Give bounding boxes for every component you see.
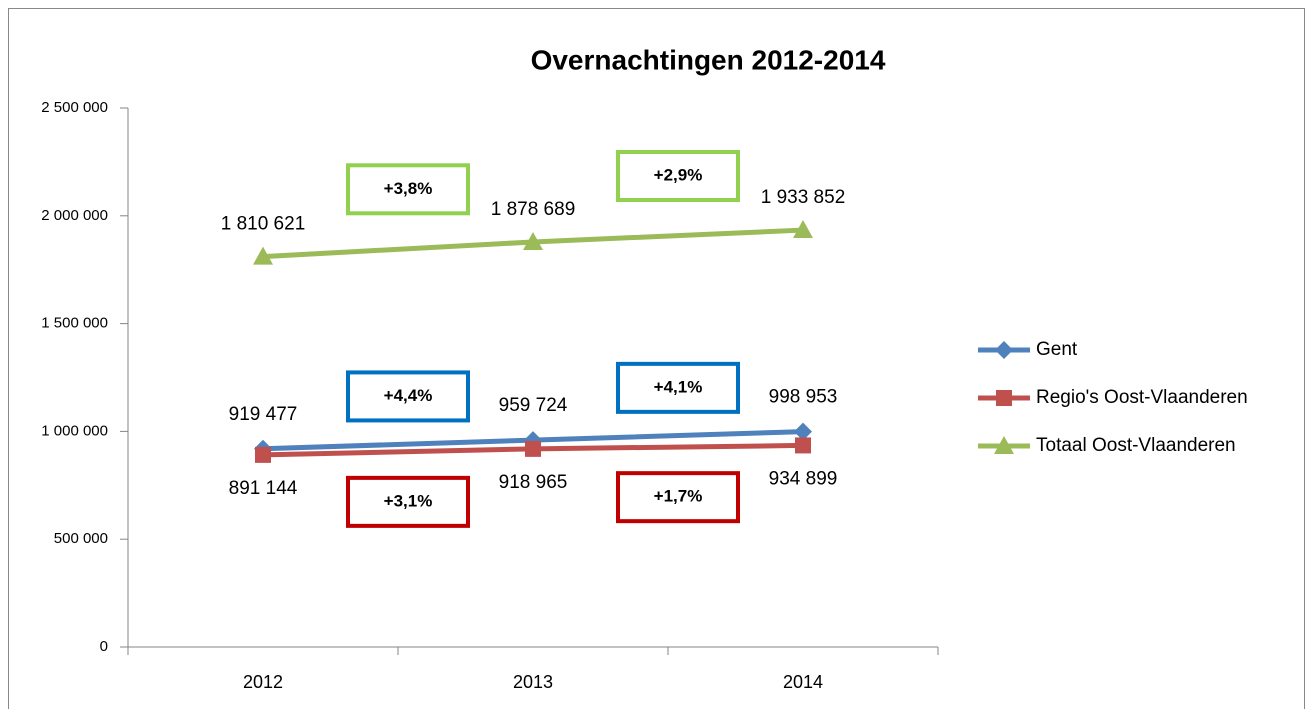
annotation: +4,4%	[384, 386, 433, 405]
annotation-box	[346, 475, 470, 528]
marker	[253, 246, 273, 265]
annotation-box	[346, 370, 470, 423]
x-tick-label: 2012	[243, 672, 283, 692]
marker	[994, 436, 1014, 454]
legend-label: Regio's Oost-Vlaanderen	[1036, 387, 1248, 408]
chart-frame	[8, 8, 1305, 709]
marker	[996, 390, 1012, 406]
value-label: 918 965	[499, 472, 568, 493]
annotation: +4,1%	[654, 377, 703, 396]
value-label: 919 477	[229, 404, 298, 425]
marker	[523, 231, 543, 250]
annotation-box	[346, 163, 470, 216]
value-label: 1 878 689	[491, 199, 576, 220]
annotation: +3,1%	[384, 491, 433, 510]
annotation-box	[616, 150, 740, 203]
value-label: 891 144	[229, 478, 298, 499]
y-tick-label: 2 000 000	[41, 207, 108, 224]
value-label: 1 810 621	[221, 214, 306, 235]
y-tick-label: 1 000 000	[41, 422, 108, 439]
value-label: 1 933 852	[761, 187, 846, 208]
value-label: 959 724	[499, 395, 568, 416]
y-tick-label: 0	[100, 638, 108, 655]
y-tick-label: 500 000	[54, 530, 108, 547]
value-label: 998 953	[769, 387, 838, 408]
x-tick-label: 2013	[513, 672, 553, 692]
annotation: +2,9%	[654, 165, 703, 184]
value-label: 934 899	[769, 468, 838, 489]
marker	[793, 220, 813, 239]
legend-label: Gent	[1036, 339, 1078, 360]
marker	[995, 341, 1013, 359]
marker	[794, 422, 812, 441]
chart-title: Overnachtingen 2012-2014	[531, 44, 886, 75]
marker	[795, 437, 811, 454]
marker	[525, 440, 541, 457]
annotation: +3,8%	[384, 179, 433, 198]
annotation: +1,7%	[654, 487, 703, 506]
y-tick-label: 1 500 000	[41, 315, 108, 332]
marker	[255, 446, 271, 463]
x-tick-label: 2014	[783, 672, 823, 692]
legend-label: Totaal Oost-Vlaanderen	[1036, 435, 1236, 456]
y-tick-label: 2 500 000	[41, 99, 108, 116]
annotation-box	[616, 471, 740, 524]
annotation-box	[616, 361, 740, 414]
